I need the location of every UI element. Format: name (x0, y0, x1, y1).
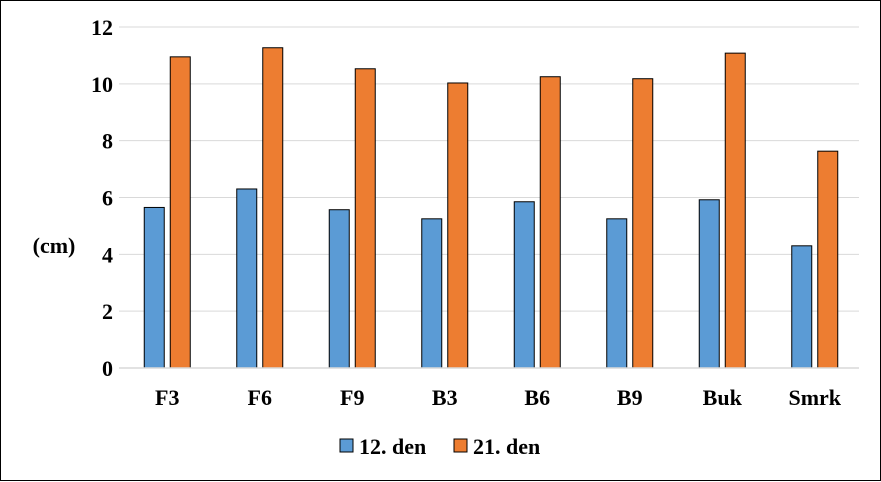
y-tick-label: 10 (91, 72, 113, 97)
x-tick-label: B3 (432, 385, 458, 410)
bar-series1-f3 (143, 206, 165, 369)
y-tick-label: 8 (102, 129, 113, 154)
gridlines (119, 26, 859, 312)
x-tick-label: F9 (340, 385, 364, 410)
x-tick-label: F3 (155, 385, 179, 410)
bar-series2-b6 (539, 76, 561, 369)
x-tick-label: F6 (248, 385, 272, 410)
y-tick-label: 4 (102, 242, 113, 267)
bar-series1-b3 (421, 218, 443, 369)
bar-series2-f6 (262, 47, 284, 369)
legend-label: 21. den (473, 434, 540, 459)
x-tick-label: Buk (703, 385, 743, 410)
y-tick-label: 12 (91, 15, 113, 40)
bar-series2-buk (724, 52, 746, 369)
bar-series2-f9 (354, 68, 376, 369)
x-tick-label: Smrk (788, 385, 841, 410)
legend-label: 12. den (359, 434, 426, 459)
bar-series2-b3 (447, 82, 469, 369)
legend: 12. den 21. den (339, 434, 540, 459)
legend-swatch (453, 438, 468, 453)
bar-series1-b6 (513, 201, 535, 369)
x-tick-label: B6 (524, 385, 550, 410)
bar-series1-smrk (791, 245, 813, 369)
bar-series2-f3 (169, 56, 191, 369)
bars (143, 47, 839, 369)
bar-series2-smrk (817, 150, 839, 369)
y-tick-label: 2 (102, 299, 113, 324)
x-tick-label: B9 (617, 385, 643, 410)
y-axis-label: (cm) (33, 233, 76, 258)
bar-series2-b9 (632, 78, 654, 369)
legend-swatch (339, 438, 354, 453)
y-tick-label: 6 (102, 186, 113, 211)
y-tick-labels: 0 2 4 6 8 10 12 (91, 15, 113, 381)
x-tick-labels: F3 F6 F9 B3 B6 B9 Buk Smrk (155, 385, 842, 410)
bar-series1-f6 (236, 188, 258, 369)
bar-series1-b9 (606, 218, 628, 369)
y-tick-label: 0 (102, 356, 113, 381)
bar-series1-buk (698, 199, 720, 369)
bar-series1-f9 (328, 209, 350, 369)
